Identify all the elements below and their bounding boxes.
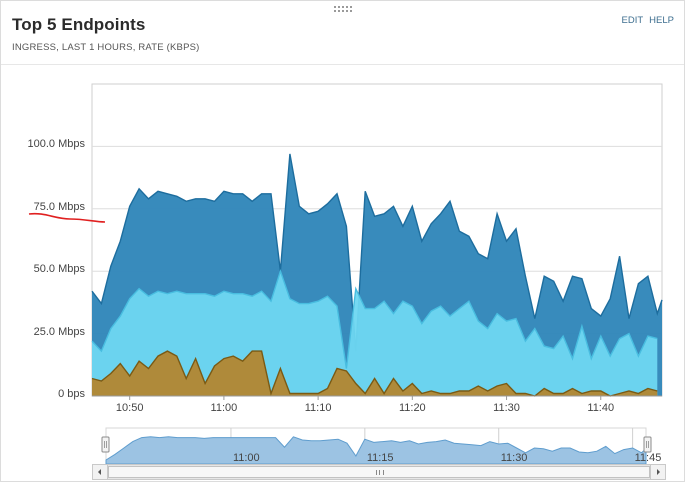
widget-title: Top 5 Endpoints xyxy=(12,15,146,34)
scrollbar-thumb[interactable] xyxy=(108,466,650,478)
navigator-left-handle[interactable] xyxy=(101,436,110,453)
header-divider xyxy=(1,64,684,65)
series-area-0[interactable] xyxy=(92,351,658,396)
drag-handle-icon[interactable] xyxy=(334,6,352,14)
y-tick-label: 0 bps xyxy=(58,388,85,400)
navigator-area xyxy=(105,436,647,465)
x-tick-label: 11:10 xyxy=(304,402,332,414)
grip-icon xyxy=(376,470,384,475)
arrow-right-icon xyxy=(657,469,660,475)
navigator-time-label: 11:15 xyxy=(366,452,394,464)
edit-link[interactable]: EDIT xyxy=(621,15,644,26)
x-tick-label: 10:50 xyxy=(115,402,144,414)
x-tick-label: 11:00 xyxy=(210,402,238,414)
arrow-left-icon xyxy=(98,469,101,475)
x-tick-label: 11:20 xyxy=(398,402,426,414)
series-line-0 xyxy=(91,350,658,397)
red-annotation-stroke xyxy=(28,212,106,223)
widget-actions: EDIT HELP xyxy=(616,15,674,26)
series-line-1 xyxy=(91,268,658,369)
series-line-2 xyxy=(91,153,663,352)
x-tick-label: 11:40 xyxy=(587,402,615,414)
navigator-time-label: 11:00 xyxy=(232,452,260,464)
help-link[interactable]: HELP xyxy=(649,15,674,26)
widget-subtitle: INGRESS, LAST 1 HOURS, RATE (KBPS) xyxy=(12,42,200,53)
scroll-left-button[interactable] xyxy=(93,465,108,479)
y-tick-label: 50.0 Mbps xyxy=(33,263,85,276)
navigator-right-handle[interactable] xyxy=(643,436,652,453)
scroll-right-button[interactable] xyxy=(650,465,665,479)
navigator-time-label: 11:45 xyxy=(634,452,662,464)
y-tick-label: 100.0 Mbps xyxy=(27,138,85,151)
navigator-time-label: 11:30 xyxy=(500,452,528,464)
x-tick-label: 11:30 xyxy=(493,402,520,414)
navigator-scrollbar[interactable] xyxy=(92,464,666,480)
y-tick-label: 25.0 Mbps xyxy=(33,325,85,338)
y-tick-label: 75.0 Mbps xyxy=(33,200,85,213)
